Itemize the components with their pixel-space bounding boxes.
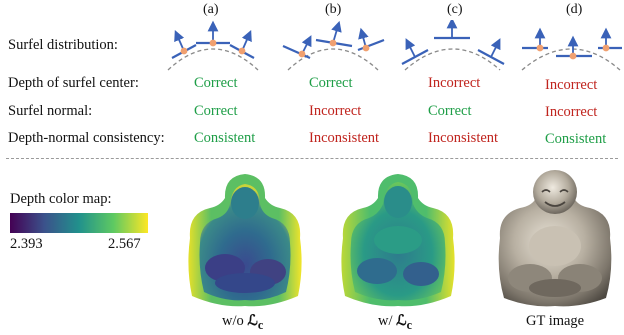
surfel-diagrams <box>167 20 622 71</box>
gt-image <box>498 170 612 307</box>
caption-without-lc: w/o ℒc <box>222 313 263 333</box>
column-label-d: (d) <box>566 2 583 17</box>
normal-value-b: Incorrect <box>309 103 362 119</box>
surfel-diagram-a <box>167 20 259 71</box>
normal-value-c: Correct <box>428 103 472 119</box>
surfel-diagram-d <box>521 27 622 71</box>
caption-loss-symbol-a: ℒ <box>247 313 258 329</box>
caption-loss-sub-a: c <box>257 317 264 332</box>
colormap-min: 2.393 <box>10 236 43 252</box>
caption-without-prefix: w/o <box>222 313 248 329</box>
depth-value-b: Correct <box>309 75 353 91</box>
row-label-normal: Surfel normal: <box>8 103 93 119</box>
colormap-bar <box>10 213 148 233</box>
caption-with-prefix: w/ <box>378 313 397 329</box>
surfel-diagram-b <box>282 20 385 71</box>
depth-value-a: Correct <box>194 75 238 91</box>
row-label-depth: Depth of surfel center: <box>8 75 139 91</box>
depth-value-d: Incorrect <box>545 77 598 93</box>
caption-with-lc: w/ ℒc <box>378 313 412 333</box>
surfel-diagram-c <box>401 20 505 71</box>
section-divider <box>6 158 618 159</box>
column-label-a: (a) <box>203 2 219 17</box>
caption-gt: GT image <box>526 313 585 329</box>
caption-loss-sub-b: c <box>406 317 412 332</box>
normal-value-d: Incorrect <box>545 104 598 120</box>
colormap-max: 2.567 <box>108 236 141 252</box>
row-label-consistency: Depth-normal consistency: <box>8 130 165 146</box>
normal-value-a: Correct <box>194 103 238 119</box>
consistency-value-a: Consistent <box>194 130 256 146</box>
colormap-title: Depth color map: <box>10 191 112 207</box>
depth-value-c: Incorrect <box>428 75 481 91</box>
caption-loss-symbol-b: ℒ <box>396 313 407 329</box>
column-label-b: (b) <box>325 2 342 17</box>
depth-map-without-lc <box>188 174 302 307</box>
consistency-value-b: Inconsistent <box>309 130 380 146</box>
consistency-value-d: Consistent <box>545 131 607 147</box>
consistency-value-c: Inconsistent <box>428 130 499 146</box>
row-label-distribution: Surfel distribution: <box>8 37 118 53</box>
column-label-c: (c) <box>447 2 463 17</box>
depth-map-with-lc <box>341 174 455 307</box>
